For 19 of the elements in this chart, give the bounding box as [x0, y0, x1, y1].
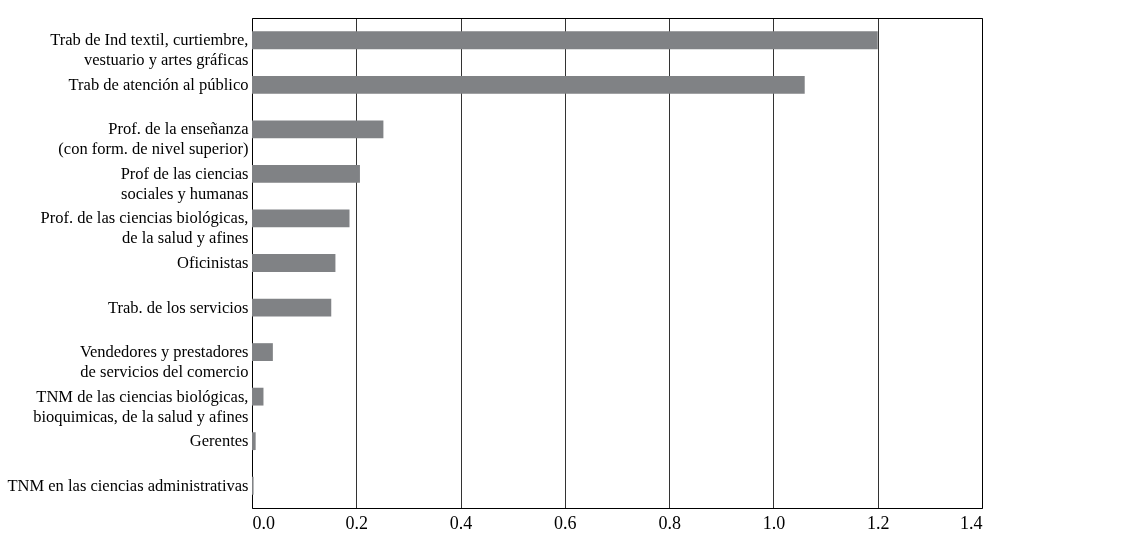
x-tick-label: 0.6	[554, 512, 577, 533]
y-tick-label: Gerentes	[189, 431, 249, 451]
y-tick-label: Prof de las ciencias sociales y humanas	[120, 163, 249, 203]
y-tick-label: Trab de Ind textil, curtiembre, vestuario y artes gráficas	[50, 30, 249, 70]
x-tick-label: 0.4	[449, 512, 473, 533]
y-tick-label: Prof. de la enseñanza (con form. de nivel superior)	[58, 119, 250, 159]
x-tick-label: 1.2	[866, 512, 890, 533]
y-tick-label: Trab de atención al público	[68, 74, 249, 94]
y-tick-label: TNM de las ciencias biológicas, bioquimicas, de la salud y afines	[33, 386, 249, 426]
x-tick-label: 1.4	[960, 512, 983, 533]
x-tick-label: 0.8	[658, 512, 681, 533]
y-tick-label: TNM en las ciencias administrativas	[7, 475, 249, 495]
x-tick-label: 0.0	[252, 512, 275, 533]
y-tick-label: Oficinistas	[177, 253, 249, 272]
y-tick-label: Vendedores y prestadores de servicios del comercio	[79, 342, 249, 382]
y-tick-label: Prof. de las ciencias biológicas, de la salud y afines	[40, 208, 249, 248]
x-tick-label: 0.2	[345, 512, 369, 533]
x-tick-label: 1.0	[762, 512, 786, 533]
y-tick-label: Trab. de los servicios	[107, 297, 249, 317]
